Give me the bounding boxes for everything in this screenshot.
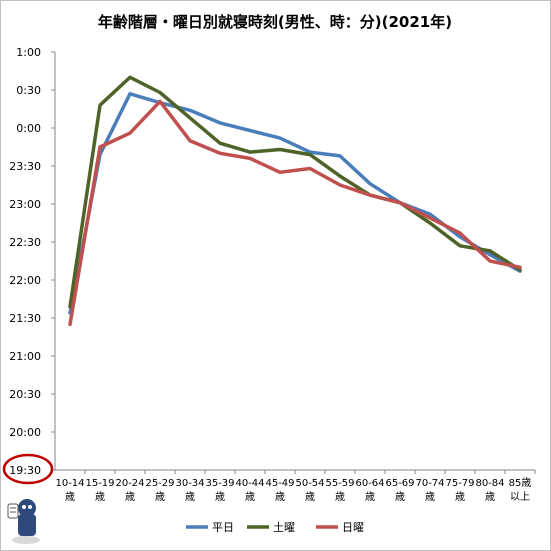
y-tick-label: 0:00 bbox=[16, 122, 41, 135]
x-tick-label: 50-54 bbox=[295, 478, 324, 489]
series-lines bbox=[68, 75, 522, 327]
x-tick-label-line2: 歳 bbox=[305, 491, 315, 503]
y-tick-label: 23:30 bbox=[9, 160, 41, 173]
x-tick-label-line2: 歳 bbox=[125, 491, 135, 503]
x-tick-label-line2: 歳 bbox=[185, 491, 195, 503]
chart-title: 年齢階層・曜日別就寝時刻(男性、時：分)(2021年) bbox=[98, 13, 452, 31]
legend-label: 土曜 bbox=[273, 521, 295, 534]
x-tick-label-line2: 歳 bbox=[245, 491, 255, 503]
y-tick-label: 21:30 bbox=[9, 312, 41, 325]
y-tick-label: 20:30 bbox=[9, 388, 41, 401]
legend-label: 日曜 bbox=[342, 521, 364, 534]
x-tick-label: 10-14 bbox=[55, 478, 84, 489]
mascot-icon bbox=[7, 499, 40, 544]
x-tick-label-line2: 歳 bbox=[275, 491, 285, 503]
x-tick-label: 35-39 bbox=[205, 478, 234, 489]
x-tick-label-line2: 以上 bbox=[510, 491, 530, 503]
x-tick-label: 25-29 bbox=[145, 478, 174, 489]
legend: 平日 土曜 日曜 bbox=[186, 521, 364, 534]
y-tick-labels: 1:00 0:30 0:00 23:30 23:00 22:30 22:00 21:30 21:… bbox=[9, 46, 55, 477]
x-tick-label: 45-49 bbox=[265, 478, 294, 489]
series-line-土曜 bbox=[68, 75, 522, 309]
y-tick-label: 20:00 bbox=[9, 426, 41, 439]
x-tick-label: 75-79 bbox=[445, 478, 474, 489]
x-tick-label: 30-34 bbox=[175, 478, 204, 489]
x-tick-labels: 10-14 歳 15-19 歳 20-24 歳 25-29 歳 30-34 歳 35-39 歳 40-4… bbox=[55, 470, 536, 503]
x-tick-label-line2: 歳 bbox=[425, 491, 435, 503]
y-tick-label: 22:00 bbox=[9, 274, 41, 287]
y-tick-label: 21:00 bbox=[9, 350, 41, 363]
x-tick-label-line2: 歳 bbox=[95, 491, 105, 503]
x-tick-label: 80-84 bbox=[475, 478, 504, 489]
x-tick-label-line2: 歳 bbox=[455, 491, 465, 503]
series-line-日曜 bbox=[68, 99, 522, 327]
x-tick-label-line2: 歳 bbox=[485, 491, 495, 503]
y-tick-label: 19:30 bbox=[9, 464, 41, 477]
x-tick-label: 85歳 bbox=[509, 477, 532, 489]
x-tick-label: 15-19 bbox=[85, 478, 114, 489]
y-tick-label: 23:00 bbox=[9, 198, 41, 211]
x-tick-label-line2: 歳 bbox=[365, 491, 375, 503]
x-tick-label-line2: 歳 bbox=[155, 491, 165, 503]
y-tick-label: 22:30 bbox=[9, 236, 41, 249]
x-tick-label: 55-59 bbox=[325, 478, 354, 489]
x-tick-label: 65-69 bbox=[385, 478, 414, 489]
x-tick-label: 20-24 bbox=[115, 478, 144, 489]
x-tick-label-line2: 歳 bbox=[215, 491, 225, 503]
x-tick-label-line2: 歳 bbox=[395, 491, 405, 503]
x-tick-label-line2: 歳 bbox=[335, 491, 345, 503]
x-tick-label: 40-44 bbox=[235, 478, 264, 489]
legend-label: 平日 bbox=[212, 521, 234, 534]
y-tick-label: 1:00 bbox=[16, 46, 41, 59]
x-tick-label: 60-64 bbox=[355, 478, 384, 489]
x-tick-label: 70-74 bbox=[415, 478, 444, 489]
x-tick-label-line2: 歳 bbox=[65, 491, 75, 503]
y-tick-label: 0:30 bbox=[16, 84, 41, 97]
highlight-circle bbox=[2, 453, 54, 485]
